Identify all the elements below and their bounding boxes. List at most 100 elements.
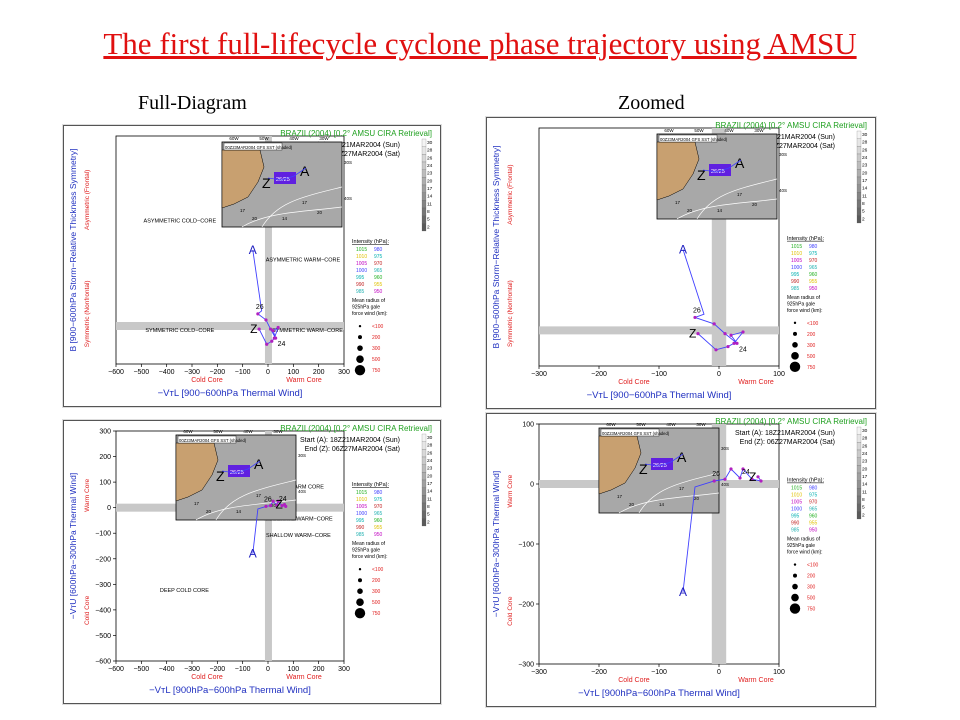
colorbar-label: 17 bbox=[427, 186, 433, 192]
intensity-value: 990 bbox=[791, 521, 800, 527]
colorbar-cell bbox=[421, 207, 427, 216]
colorbar-label: 2 bbox=[862, 512, 865, 518]
colorbar-label: 24 bbox=[427, 458, 433, 464]
inset-contour-label: 20 bbox=[252, 216, 258, 221]
x-tick-label: 0 bbox=[717, 669, 721, 676]
radius-label: 750 bbox=[372, 368, 381, 374]
intensity-value: 1005 bbox=[791, 500, 802, 506]
intensity-value: 985 bbox=[356, 289, 365, 295]
track-label-24: 24 bbox=[279, 496, 287, 503]
colorbar-label: 17 bbox=[862, 474, 868, 480]
y-axis-title: B [900−600hPa Storm−Relative Thickness S… bbox=[491, 146, 501, 349]
intensity-value: 970 bbox=[374, 504, 383, 510]
track-point bbox=[270, 339, 274, 343]
end-label: End (Z): 06Z27MAR2004 (Sat) bbox=[740, 439, 835, 446]
inset-z-marker: Z bbox=[697, 167, 706, 183]
intensity-value: 960 bbox=[809, 272, 818, 278]
track-label-start: A bbox=[249, 243, 257, 257]
intensity-value: 980 bbox=[809, 244, 818, 250]
inset-title-box bbox=[177, 435, 237, 444]
horizontal-zero-band bbox=[116, 322, 344, 330]
radius-dot bbox=[789, 361, 801, 373]
radius-legend-title: Mean radius of bbox=[787, 295, 821, 301]
track-point bbox=[759, 479, 763, 483]
inset-lon-label: 50W bbox=[694, 128, 704, 133]
panel-b-full: −600 −500 −400 −300 −200 −100 0 100 200 300 Cold C… bbox=[63, 125, 441, 407]
intensity-value: 995 bbox=[356, 518, 365, 524]
inset-land bbox=[175, 442, 219, 502]
x-tick-label: −300 bbox=[531, 669, 547, 676]
colorbar-cell bbox=[856, 130, 862, 139]
track-point bbox=[741, 330, 745, 334]
inset-a-marker: A bbox=[300, 163, 310, 179]
track-point bbox=[271, 499, 275, 503]
intensity-value: 1000 bbox=[356, 268, 367, 274]
inset-land bbox=[221, 149, 265, 209]
intensity-value: 975 bbox=[374, 254, 383, 260]
inset-contour bbox=[638, 472, 720, 514]
quadrant-label: SYMMETRIC WARM−CORE bbox=[272, 328, 343, 334]
intensity-value: 1015 bbox=[356, 490, 367, 496]
track-point bbox=[693, 315, 697, 320]
x-tick-label: −500 bbox=[133, 666, 149, 673]
inset-title-box bbox=[223, 142, 283, 151]
colorbar-cell bbox=[421, 502, 427, 511]
radius-label: 750 bbox=[807, 365, 816, 371]
panel-title: BRAZIL(2004) [0.2° AMSU CIRA Retrieval] bbox=[280, 424, 432, 433]
inset-contour-label: 14 bbox=[659, 502, 665, 507]
radius-label: <100 bbox=[807, 321, 818, 327]
radius-dot bbox=[793, 563, 797, 566]
inset-contour-label: 14 bbox=[717, 208, 723, 213]
radius-label: 200 bbox=[807, 332, 816, 338]
inset-a-marker: A bbox=[735, 155, 745, 171]
end-label: End (Z): 06Z27MAR2004 (Sat) bbox=[305, 446, 400, 453]
start-label: Start (A): 18Z21MAR2004 (Sun) bbox=[300, 437, 400, 444]
intensity-value: 990 bbox=[356, 525, 365, 531]
colorbar-cell bbox=[421, 456, 427, 465]
radius-legend-title: 925hPa gale bbox=[787, 543, 815, 549]
track-point bbox=[275, 503, 279, 507]
colorbar-label: 11 bbox=[862, 489, 867, 495]
inset-track-box bbox=[709, 164, 731, 176]
x-tick-label: 0 bbox=[266, 369, 270, 376]
x-tick-label: −200 bbox=[209, 666, 225, 673]
colorbar-cell bbox=[856, 169, 862, 178]
colorbar-cell bbox=[421, 169, 427, 178]
x-tick-label: 0 bbox=[266, 666, 270, 673]
colorbar-label: 11 bbox=[427, 201, 432, 207]
y-tick-label: 200 bbox=[99, 454, 111, 461]
intensity-value: 950 bbox=[374, 532, 383, 538]
colorbar-label: 5 bbox=[427, 217, 430, 223]
radius-legend-title: 925hPa gale bbox=[787, 301, 815, 307]
colorbar-label: 26 bbox=[427, 155, 433, 161]
start-label: Start (A): 18Z21MAR2004 (Sun) bbox=[735, 134, 835, 141]
intensity-value: 985 bbox=[791, 528, 800, 534]
inset-lon-label: 30W bbox=[319, 136, 329, 141]
colorbar-cell bbox=[421, 154, 427, 163]
track-label-start: A bbox=[679, 242, 687, 256]
colorbar-label: 20 bbox=[427, 178, 433, 184]
radius-legend-title: force wind (km): bbox=[352, 311, 388, 317]
panel-title: BRAZIL(2004) [0.2° AMSU CIRA Retrieval] bbox=[280, 129, 432, 138]
colorbar-label: 5 bbox=[862, 209, 865, 215]
colorbar-cell bbox=[421, 464, 427, 473]
track-point bbox=[756, 475, 760, 479]
inset-contour bbox=[215, 479, 297, 521]
colorbar-cell bbox=[856, 153, 862, 162]
horizontal-zero-band bbox=[539, 326, 779, 335]
inset-lon-label: 30W bbox=[696, 422, 706, 427]
intensity-value: 1005 bbox=[356, 504, 367, 510]
inset-lon-label: 30W bbox=[754, 128, 764, 133]
radius-dot bbox=[358, 335, 362, 340]
chart-b-zoomed: −300 −200 −100 0 100 Cold Core Warm Core −VᴛL [… bbox=[491, 121, 868, 401]
colorbar-cell bbox=[856, 199, 862, 208]
track-point bbox=[696, 332, 700, 336]
colorbar-cell bbox=[856, 488, 862, 497]
intensity-value: 960 bbox=[374, 275, 383, 281]
intensity-value: 975 bbox=[809, 251, 818, 257]
inset-lat-label: 40S bbox=[344, 196, 352, 201]
colorbar-label: 30 bbox=[862, 428, 868, 434]
panel-b-zoomed: −300 −200 −100 0 100 Cold Core Warm Core −VᴛL [… bbox=[486, 117, 876, 409]
start-label: Start (A): 18Z21MAR2004 (Sun) bbox=[300, 142, 400, 149]
